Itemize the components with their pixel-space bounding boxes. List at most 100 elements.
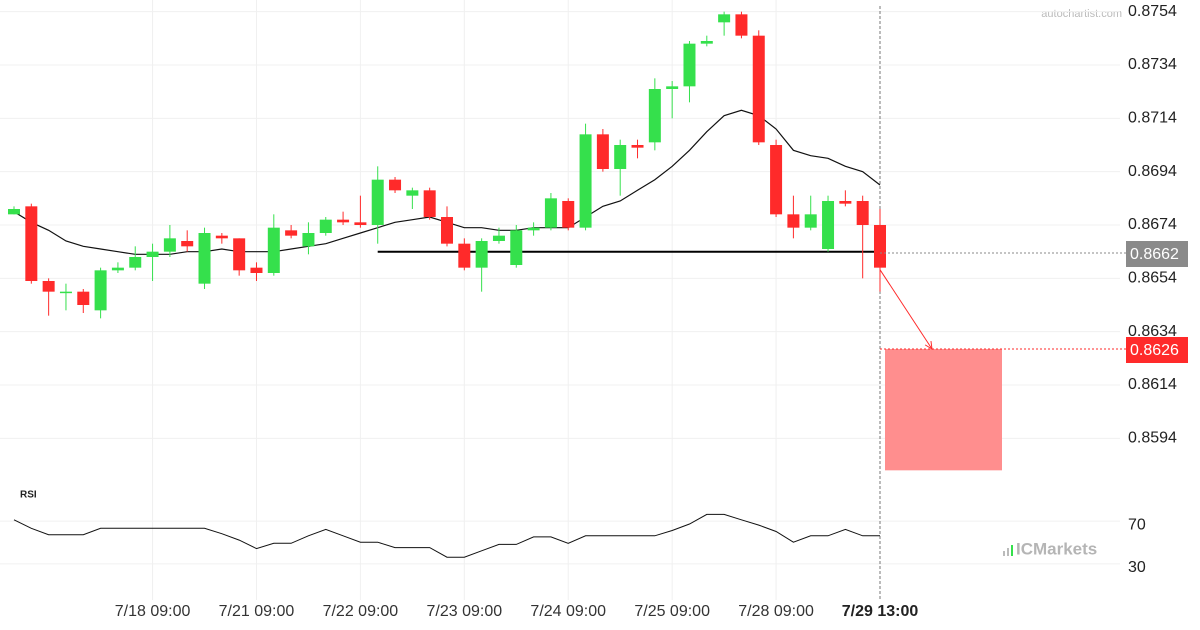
candle <box>267 214 280 276</box>
rsi-title: RSI <box>20 490 37 501</box>
x-tick-label: 7/22 09:00 <box>323 603 399 620</box>
candle-body <box>596 134 609 169</box>
watermark: autochartist.com <box>1041 8 1122 20</box>
candle-body <box>770 145 783 215</box>
candle-body <box>163 238 176 252</box>
rsi-tick-label: 30 <box>1128 559 1146 576</box>
price-tag-box <box>1126 337 1188 363</box>
candle <box>579 123 592 231</box>
candle-body <box>614 145 627 169</box>
candle-body <box>181 241 194 247</box>
candle-body <box>354 222 367 225</box>
price-tag-label: 0.8626 <box>1130 342 1179 359</box>
candle <box>146 243 159 281</box>
brand: ICMarkets <box>1016 539 1097 558</box>
candle <box>562 198 575 231</box>
candle-body <box>215 235 228 239</box>
y-tick-label: 0.8714 <box>1128 110 1177 127</box>
candle <box>441 206 453 247</box>
x-tick-label: 7/23 09:00 <box>427 603 503 620</box>
candle <box>319 217 332 236</box>
candle-body <box>94 270 107 311</box>
candle-body <box>77 291 90 305</box>
y-tick-label: 0.8654 <box>1128 270 1177 287</box>
candle <box>337 211 350 225</box>
logo-bar <box>1003 551 1005 556</box>
candle <box>25 203 38 284</box>
candle <box>250 262 263 281</box>
forecast-zone <box>885 349 1002 471</box>
y-tick-label: 0.8734 <box>1128 56 1177 73</box>
forecast-arrow <box>879 269 933 350</box>
candle-body <box>787 214 800 228</box>
y-tick-label: 0.8674 <box>1128 216 1177 233</box>
candle <box>856 195 869 279</box>
candle-body <box>510 230 523 265</box>
grid <box>0 0 1120 600</box>
candle <box>770 139 783 217</box>
candle <box>787 195 800 239</box>
candle <box>233 238 246 276</box>
forecast-arrowhead <box>924 341 933 350</box>
candle <box>596 129 609 172</box>
candle-body <box>718 14 731 23</box>
candle-body <box>111 267 124 271</box>
candle <box>42 278 55 316</box>
candle-body <box>319 219 332 233</box>
candle-body <box>856 201 869 225</box>
candle <box>59 283 72 311</box>
candle-body <box>822 201 835 249</box>
x-tick-label: 7/25 09:00 <box>634 603 710 620</box>
candle <box>631 139 644 159</box>
candle <box>423 187 436 220</box>
candle <box>666 81 679 119</box>
candle-body <box>267 227 280 273</box>
candle <box>215 233 228 244</box>
candle-body <box>129 257 142 268</box>
candle <box>544 193 557 231</box>
candle-body <box>752 35 765 143</box>
candle-body <box>441 217 453 244</box>
candle-body <box>804 214 817 228</box>
candle <box>492 227 505 244</box>
logo-bar <box>1011 545 1013 556</box>
price-tag-box <box>1126 241 1188 267</box>
candle <box>181 230 194 252</box>
candle-body <box>492 235 505 241</box>
candle <box>874 209 886 292</box>
candle-body <box>233 238 246 271</box>
candle-body <box>874 225 886 268</box>
candle <box>77 289 90 313</box>
x-tick-label: 7/28 09:00 <box>738 603 814 620</box>
candle-body <box>302 233 315 247</box>
candle <box>683 41 696 103</box>
candle <box>510 225 523 268</box>
candle <box>718 11 731 36</box>
y-tick-label: 0.8614 <box>1128 376 1177 393</box>
candle-body <box>648 89 661 143</box>
candle <box>752 30 765 145</box>
y-tick-label: 0.8634 <box>1128 323 1177 340</box>
candle-body <box>146 251 159 257</box>
candle-body <box>631 145 644 148</box>
candle <box>406 187 419 209</box>
candle-body <box>59 291 72 294</box>
candle <box>94 267 107 319</box>
candle <box>302 222 315 255</box>
candle <box>371 166 384 244</box>
candle-body <box>839 201 852 204</box>
candle-body <box>579 134 592 228</box>
logo-bar <box>1007 548 1009 556</box>
y-tick-label: 0.8754 <box>1128 3 1177 20</box>
candle <box>735 11 748 39</box>
candle <box>804 195 817 231</box>
candle-body <box>25 206 38 281</box>
x-tick-label: 7/18 09:00 <box>115 603 191 620</box>
x-tick-label: 7/24 09:00 <box>530 603 606 620</box>
candle-body <box>683 43 696 87</box>
candle <box>839 190 852 207</box>
candle-body <box>458 243 471 268</box>
candle-body <box>8 209 20 215</box>
brand-logo: ICMarkets <box>1003 539 1097 558</box>
